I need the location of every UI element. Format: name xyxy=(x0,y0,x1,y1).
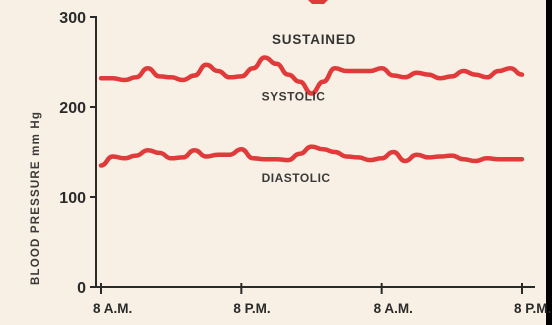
series-line-diastolic xyxy=(98,144,525,168)
series-line-systolic xyxy=(98,55,525,96)
y-tick-label: 0 xyxy=(77,280,86,297)
x-tick-label: 8 A.M. xyxy=(374,301,413,316)
x-tick-label: 8 P.M. xyxy=(233,301,270,316)
series-label-diastolic: DIASTOLIC xyxy=(262,171,331,185)
series-label-systolic: SYSTOLIC xyxy=(262,89,326,103)
y-axis-label: BLOOD PRESSURE mm Hg xyxy=(30,111,42,285)
y-tick-label: 200 xyxy=(59,100,86,117)
y-tick-label: 100 xyxy=(59,190,86,207)
top-edge-mark xyxy=(308,0,328,4)
x-tick-label: 8 A.M. xyxy=(93,301,132,316)
y-tick-label: 300 xyxy=(59,10,86,27)
chart-title: SUSTAINED xyxy=(272,32,356,47)
x-tick-label: 8 P.M. xyxy=(514,301,551,316)
